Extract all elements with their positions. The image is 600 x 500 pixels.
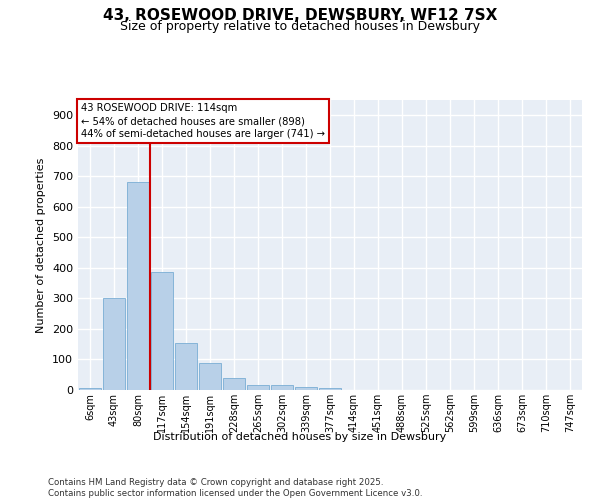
Text: Size of property relative to detached houses in Dewsbury: Size of property relative to detached ho…: [120, 20, 480, 33]
Text: 43 ROSEWOOD DRIVE: 114sqm
← 54% of detached houses are smaller (898)
44% of semi: 43 ROSEWOOD DRIVE: 114sqm ← 54% of detac…: [80, 103, 325, 140]
Y-axis label: Number of detached properties: Number of detached properties: [37, 158, 46, 332]
Bar: [151, 272, 173, 390]
Bar: [247, 386, 269, 390]
Bar: [103, 298, 125, 390]
Text: Distribution of detached houses by size in Dewsbury: Distribution of detached houses by size …: [154, 432, 446, 442]
Bar: [223, 378, 245, 390]
Bar: [175, 342, 197, 390]
Bar: [127, 182, 149, 390]
Text: Contains HM Land Registry data © Crown copyright and database right 2025.
Contai: Contains HM Land Registry data © Crown c…: [48, 478, 422, 498]
Text: 43, ROSEWOOD DRIVE, DEWSBURY, WF12 7SX: 43, ROSEWOOD DRIVE, DEWSBURY, WF12 7SX: [103, 8, 497, 22]
Bar: [199, 362, 221, 390]
Bar: [79, 388, 101, 390]
Bar: [295, 387, 317, 390]
Bar: [319, 388, 341, 390]
Bar: [271, 386, 293, 390]
